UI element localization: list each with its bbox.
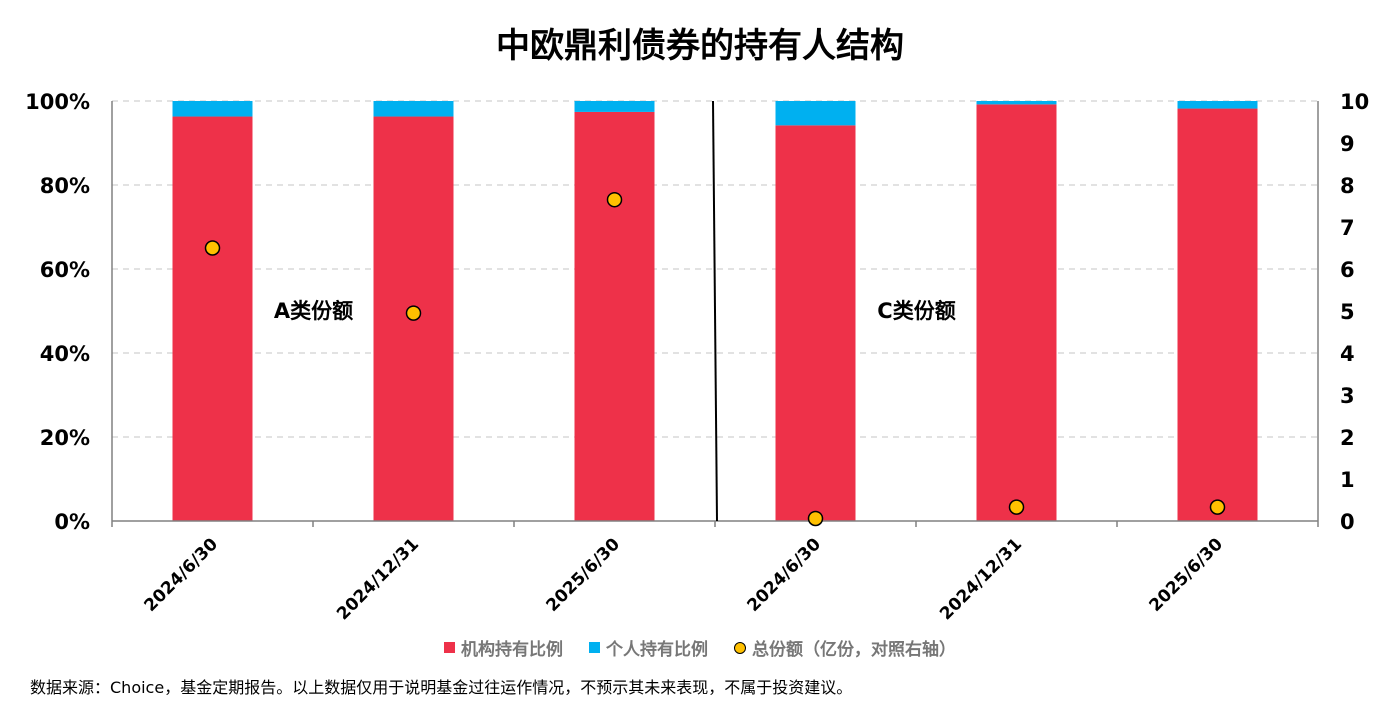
right-axis-tick-label: 5 — [1340, 300, 1355, 324]
total-share-point — [1008, 499, 1025, 515]
source-footnote: 数据来源：Choice，基金定期报告。以上数据仅用于说明基金过往运作情况，不预示… — [30, 678, 853, 697]
bar-institution — [172, 116, 253, 521]
right-axis-tick-label: 3 — [1340, 384, 1355, 408]
chart-legend: 机构持有比例 个人持有比例 总份额（亿份，对照右轴） — [0, 635, 1400, 660]
total-share-point — [405, 305, 422, 321]
legend-item-individual[interactable]: 个人持有比例 — [589, 635, 708, 660]
right-axis-tick-label: 8 — [1340, 174, 1355, 198]
legend-swatch-individual — [589, 642, 600, 653]
total-share-point — [1209, 499, 1226, 515]
x-axis-category-label: 2024/6/30 — [141, 534, 223, 616]
right-axis-tick-label: 0 — [1340, 510, 1355, 534]
left-axis-tick-label: 40% — [40, 342, 90, 366]
bar-individual — [976, 101, 1057, 105]
left-axis-tick-label: 100% — [25, 90, 90, 114]
total-share-point — [606, 191, 623, 208]
total-share-point — [204, 240, 221, 256]
x-axis-category-label: 2024/6/30 — [744, 534, 826, 616]
left-axis-tick-label: 60% — [40, 258, 90, 282]
right-axis-tick-label: 4 — [1340, 342, 1355, 366]
bar-institution — [775, 125, 856, 522]
x-axis-category-label: 2025/6/30 — [1146, 534, 1228, 616]
total-share-point — [807, 510, 824, 527]
left-axis-tick-label: 0% — [54, 510, 90, 534]
right-axis-tick-label: 1 — [1340, 468, 1355, 492]
bar-institution — [574, 111, 655, 522]
x-axis-category-label: 2025/6/30 — [543, 534, 625, 616]
group-label: C类份额 — [877, 299, 955, 323]
bar-institution — [976, 104, 1057, 522]
left-axis-tick-label: 20% — [40, 426, 90, 450]
right-axis-tick-label: 7 — [1340, 216, 1355, 240]
legend-swatch-total — [734, 641, 746, 654]
legend-item-institution[interactable]: 机构持有比例 — [444, 635, 563, 660]
right-axis-tick-label: 2 — [1340, 426, 1355, 450]
right-axis-tick-label: 6 — [1340, 258, 1355, 282]
legend-label-total: 总份额（亿份，对照右轴） — [752, 640, 956, 660]
legend-swatch-institution — [444, 642, 455, 653]
right-axis-tick-label: 9 — [1340, 132, 1355, 156]
bar-individual — [172, 101, 253, 117]
bar-individual — [373, 101, 454, 117]
bar-individual — [1177, 101, 1258, 109]
right-axis-tick-label: 10 — [1340, 90, 1369, 114]
legend-label-individual: 个人持有比例 — [606, 640, 708, 660]
bar-institution — [1177, 108, 1258, 521]
group-label: A类份额 — [274, 299, 353, 323]
group-separator-line — [712, 100, 718, 522]
left-axis-tick-label: 80% — [40, 174, 90, 198]
bar-individual — [775, 101, 856, 126]
chart-title: 中欧鼎利债券的持有人结构 — [496, 26, 904, 66]
legend-item-total[interactable]: 总份额（亿份，对照右轴） — [734, 635, 956, 660]
x-axis-category-label: 2024/12/31 — [333, 534, 423, 624]
legend-label-institution: 机构持有比例 — [461, 640, 563, 660]
x-axis-category-label: 2024/12/31 — [936, 534, 1026, 624]
bar-individual — [574, 101, 655, 112]
chart-plot-area: 0% 20% 40% 60% 80% 100% 0 1 2 3 4 5 6 7 8 9 10 A类份额 C类份额 20… — [25, 90, 1369, 624]
